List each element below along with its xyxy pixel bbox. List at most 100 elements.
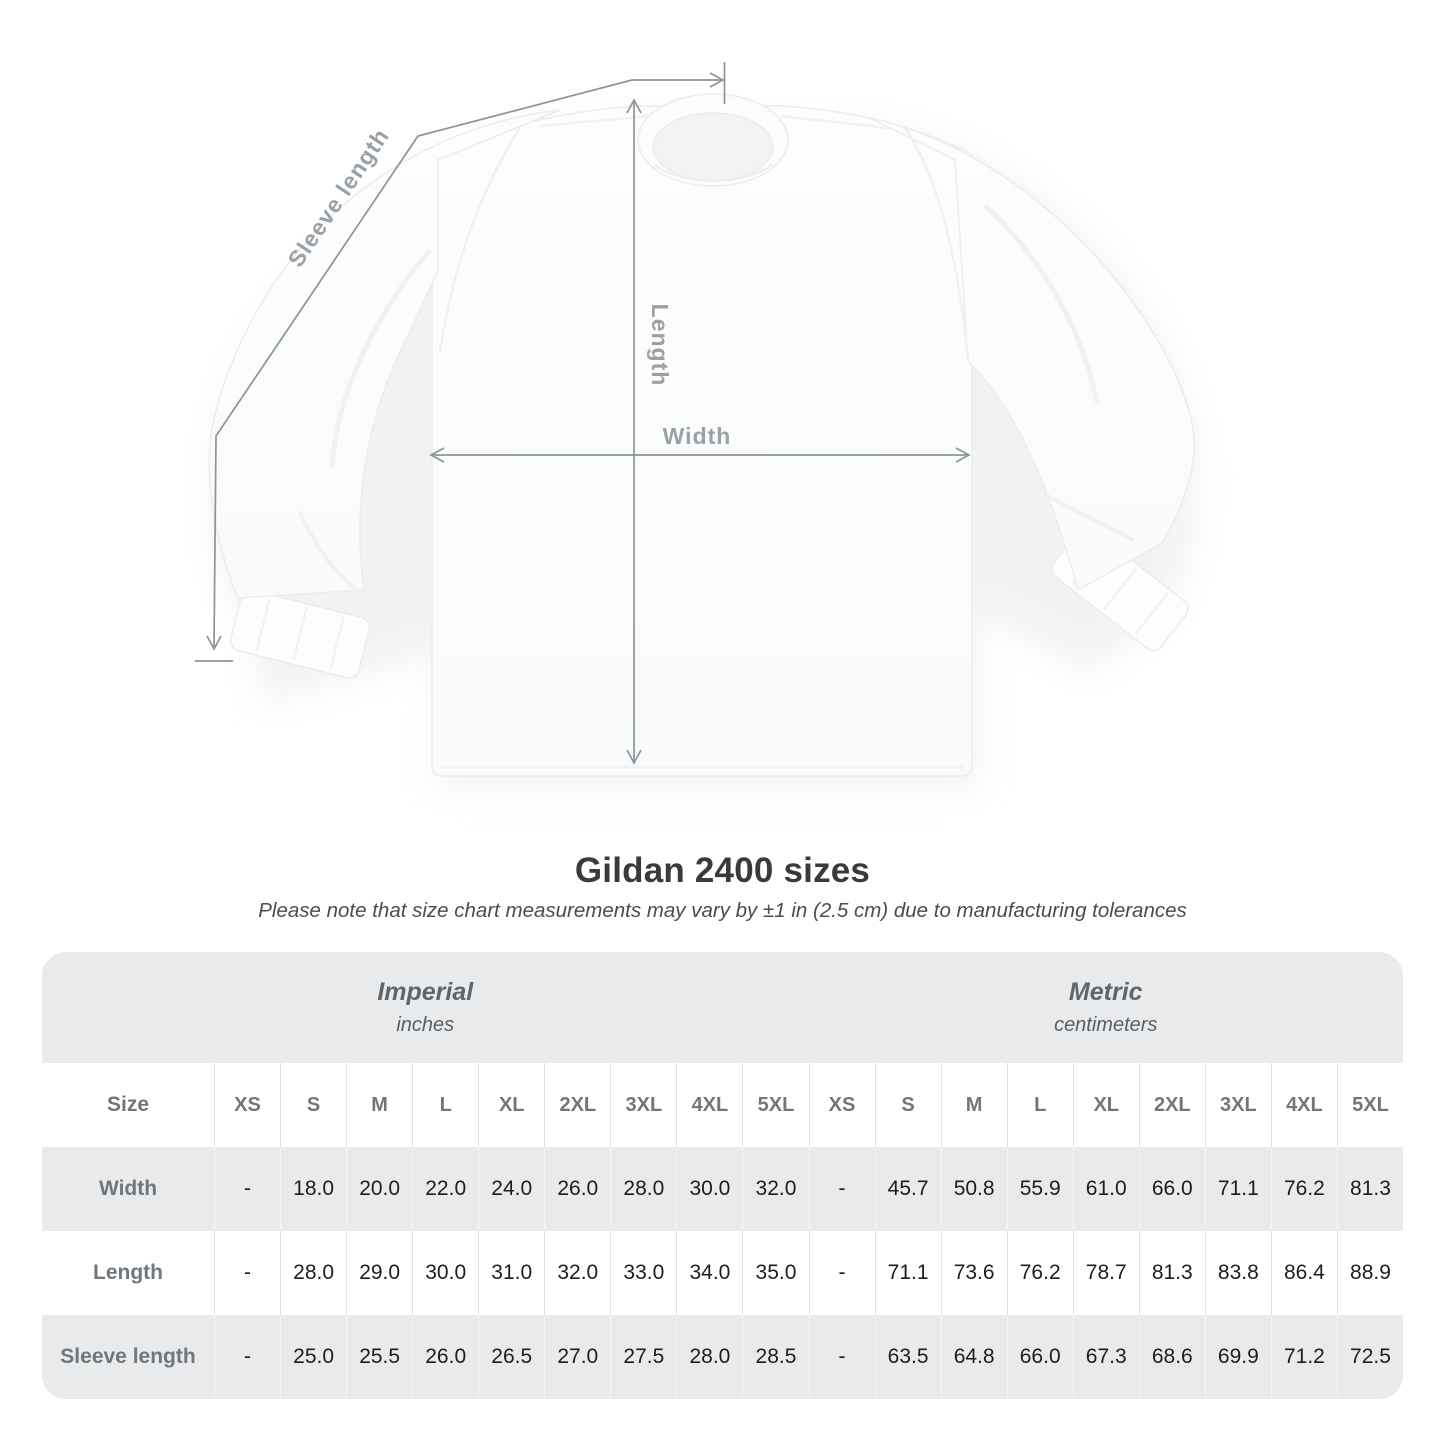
value-cell: 81.3 (1138, 1231, 1205, 1315)
value-cell: 78.7 (1072, 1231, 1139, 1315)
value-cell: 26.5 (478, 1315, 545, 1399)
value-cell: 45.7 (874, 1147, 941, 1231)
width-label: Width (663, 423, 732, 449)
row-label: Sleeve length (42, 1315, 214, 1399)
value-cell: - (808, 1147, 875, 1231)
row-label: Width (42, 1147, 214, 1231)
value-cell: 69.9 (1204, 1315, 1271, 1399)
right-sleeve (869, 117, 1196, 592)
size-col-header: L (1006, 1063, 1073, 1147)
unit-group-imperial: Imperial inches (42, 952, 809, 1063)
size-col-header: 2XL (544, 1063, 611, 1147)
left-armhole-seam (438, 127, 522, 353)
value-cell: 26.0 (544, 1147, 611, 1231)
value-cell: 35.0 (742, 1231, 809, 1315)
value-cell: 71.1 (1204, 1147, 1271, 1231)
size-col-header: 5XL (1336, 1063, 1403, 1147)
value-cell: 61.0 (1072, 1147, 1139, 1231)
value-cell: - (214, 1231, 281, 1315)
shoulder-seam-left (539, 114, 649, 128)
left-sleeve-crease (298, 511, 364, 596)
left-sleeve-crease (329, 248, 432, 469)
value-cell: - (214, 1315, 281, 1399)
value-cell: 27.5 (610, 1315, 677, 1399)
size-col-header: XS (214, 1063, 281, 1147)
value-cell: 66.0 (1006, 1315, 1073, 1399)
value-cell: 31.0 (478, 1231, 545, 1315)
value-cell: - (808, 1315, 875, 1399)
sleeve-length-end-arrow-icon (206, 635, 222, 651)
value-cell: 22.0 (412, 1147, 479, 1231)
value-cell: 28.0 (610, 1147, 677, 1231)
left-sleeve (208, 109, 561, 599)
shoulder-seam-right (779, 114, 891, 130)
size-col-header: 4XL (676, 1063, 743, 1147)
value-cell: 28.0 (676, 1315, 743, 1399)
size-col-header: S (280, 1063, 347, 1147)
unit-group-name: Metric (1068, 978, 1143, 1006)
size-col-header: S (874, 1063, 941, 1147)
value-cell: 18.0 (280, 1147, 347, 1231)
value-cell: 28.5 (742, 1315, 809, 1399)
value-cell: 32.0 (544, 1231, 611, 1315)
right-sleeve-crease (1001, 468, 1135, 542)
length-bottom-arrow-icon (626, 749, 642, 765)
value-cell: 76.2 (1270, 1147, 1337, 1231)
right-armhole-seam (903, 127, 970, 361)
value-cell: 29.0 (346, 1231, 413, 1315)
value-cell: 50.8 (940, 1147, 1007, 1231)
page-title: Gildan 2400 sizes (574, 851, 871, 890)
value-cell: 86.4 (1270, 1231, 1337, 1315)
size-col-header: 3XL (1204, 1063, 1271, 1147)
value-cell: 71.2 (1270, 1315, 1337, 1399)
value-cell: 88.9 (1336, 1231, 1403, 1315)
length-label: Length (647, 304, 673, 387)
value-cell: 67.3 (1072, 1315, 1139, 1399)
unit-group-name: Imperial (377, 978, 474, 1006)
size-col-header: XL (478, 1063, 545, 1147)
size-col-header: M (940, 1063, 1007, 1147)
value-cell: 26.0 (412, 1315, 479, 1399)
size-table: Imperial inches Metric centimeters Size X… (42, 952, 1403, 1399)
value-cell: 68.6 (1138, 1315, 1205, 1399)
shirt-diagram: Sleeve length Length Width (195, 62, 1200, 790)
collar-inner (652, 112, 774, 182)
size-col-header: L (412, 1063, 479, 1147)
value-cell: 63.5 (874, 1315, 941, 1399)
value-cell: 64.8 (940, 1315, 1007, 1399)
value-cell: 25.5 (346, 1315, 413, 1399)
value-cell: 30.0 (412, 1231, 479, 1315)
value-cell: 55.9 (1006, 1147, 1073, 1231)
value-cell: 83.8 (1204, 1231, 1271, 1315)
value-cell: 81.3 (1336, 1147, 1403, 1231)
unit-group-metric: Metric centimeters (809, 952, 1404, 1063)
width-right-arrow-icon (955, 447, 971, 463)
value-cell: 34.0 (676, 1231, 743, 1315)
sleeve-length-line (213, 79, 723, 649)
value-cell: 72.5 (1336, 1315, 1403, 1399)
sleeve-length-start-arrow-icon (709, 72, 725, 88)
tolerance-note: Please note that size chart measurements… (258, 899, 1187, 922)
width-left-arrow-icon (429, 447, 445, 463)
value-cell: 71.1 (874, 1231, 941, 1315)
size-corner-label: Size (42, 1063, 214, 1147)
size-col-header: M (346, 1063, 413, 1147)
size-col-header: 2XL (1138, 1063, 1205, 1147)
right-sleeve-crease (983, 203, 1100, 403)
size-col-header: XS (808, 1063, 875, 1147)
length-top-arrow-icon (626, 98, 642, 114)
unit-group-unit: inches (396, 1014, 455, 1036)
collar-band (654, 163, 773, 182)
size-col-header: 3XL (610, 1063, 677, 1147)
value-cell: 24.0 (478, 1147, 545, 1231)
row-label: Length (42, 1231, 214, 1315)
value-cell: - (808, 1231, 875, 1315)
size-col-header: XL (1072, 1063, 1139, 1147)
value-cell: 27.0 (544, 1315, 611, 1399)
size-col-header: 5XL (742, 1063, 809, 1147)
value-cell: 76.2 (1006, 1231, 1073, 1315)
value-cell: 73.6 (940, 1231, 1007, 1315)
value-cell: 28.0 (280, 1231, 347, 1315)
value-cell: 25.0 (280, 1315, 347, 1399)
